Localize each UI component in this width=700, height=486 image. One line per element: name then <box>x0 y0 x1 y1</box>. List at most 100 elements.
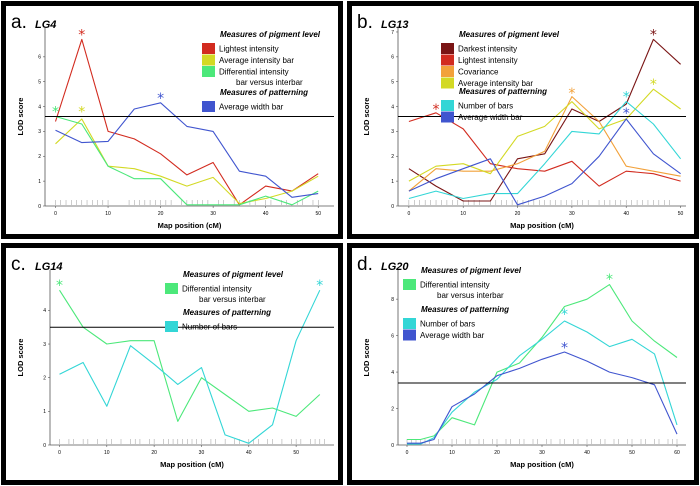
y-tick-label: 4 <box>391 370 394 376</box>
panel-frame <box>347 243 699 485</box>
panel-label: b. <box>357 12 373 33</box>
panel-title: LG4 <box>35 19 56 31</box>
x-tick-label: 40 <box>584 450 590 456</box>
y-tick-label: 1 <box>43 409 46 415</box>
x-tick-label: 30 <box>210 211 216 217</box>
legend-label: Darkest intensity <box>458 45 517 54</box>
y-axis-label: LOD score <box>16 98 25 136</box>
y-tick-label: 0 <box>391 204 394 210</box>
significance-star: * <box>650 27 657 43</box>
legend-heading: Measures of pigment level <box>220 30 321 39</box>
series-line <box>408 112 681 187</box>
legend-label: Lightest intensity <box>219 45 279 54</box>
legend-swatch <box>403 329 416 341</box>
significance-star: * <box>316 278 323 294</box>
x-axis-label: Map position (cM) <box>160 460 224 469</box>
y-tick-label: 6 <box>391 55 394 61</box>
y-axis-label: LOD score <box>362 98 371 136</box>
x-tick-label: 20 <box>158 211 164 217</box>
significance-star: * <box>561 340 568 356</box>
legend-label: Number of bars <box>458 102 513 111</box>
x-tick-label: 50 <box>293 450 299 456</box>
legend: Measures of pigment level Darkest intensi… <box>441 30 560 123</box>
series-line <box>408 101 682 200</box>
panel-label: a. <box>11 12 27 33</box>
significance-star: * <box>650 77 657 93</box>
y-tick-label: 3 <box>391 129 394 135</box>
y-axis-label: LOD score <box>362 339 371 377</box>
legend-label: Covariance <box>458 68 499 77</box>
x-tick-label: 50 <box>629 450 635 456</box>
x-axis-label: Map position (cM) <box>510 460 574 469</box>
legend-label: bar versus interbar <box>199 295 266 304</box>
legend-swatch <box>441 43 454 54</box>
legend-heading: Measures of patterning <box>459 87 547 96</box>
legend-label: Differential intensity <box>420 281 490 290</box>
x-tick-label: 40 <box>623 211 629 217</box>
significance-star: * <box>78 27 85 43</box>
legend-swatch <box>441 111 454 123</box>
legend-label: Number of bars <box>182 323 237 332</box>
legend-label: Differential intensity <box>182 285 252 294</box>
x-tick-label: 0 <box>54 211 57 217</box>
y-tick-label: 5 <box>391 79 394 85</box>
y-tick-label: 0 <box>38 204 41 210</box>
x-tick-label: 10 <box>104 450 110 456</box>
legend-swatch <box>441 54 454 66</box>
x-tick-label: 10 <box>105 211 111 217</box>
legend-heading: Measures of pigment level <box>421 266 522 275</box>
legend-label: Average width bar <box>219 103 284 112</box>
legend-label: bar versus interbar <box>236 78 303 87</box>
y-tick-label: 0 <box>391 443 394 449</box>
x-tick-label: 10 <box>449 450 455 456</box>
legend-swatch <box>441 100 454 111</box>
legend-heading: Measures of patterning <box>421 305 509 314</box>
y-tick-label: 2 <box>43 375 46 381</box>
panel-title: LG14 <box>35 261 63 273</box>
legend-label: Average intensity bar <box>458 79 533 88</box>
x-tick-label: 30 <box>539 450 545 456</box>
significance-star: * <box>157 91 164 107</box>
legend-label: Average width bar <box>458 113 523 122</box>
y-axis-label: LOD score <box>16 339 25 377</box>
y-tick-label: 6 <box>38 55 41 61</box>
legend-label: Average intensity bar <box>219 56 294 65</box>
x-tick-label: 0 <box>406 450 409 456</box>
legend-swatch <box>403 279 416 290</box>
x-axis-label: Map position (cM) <box>510 221 574 230</box>
y-tick-label: 8 <box>391 297 394 303</box>
significance-star: * <box>56 278 63 294</box>
legend-swatch <box>202 54 215 66</box>
series-line <box>54 38 319 206</box>
legend-swatch <box>202 66 215 77</box>
significance-star: * <box>561 307 568 323</box>
chart-panel-4: d. LG20 0 2 4 6 8 0 10 20 30 40 50 60 Map position (cM… <box>347 243 699 485</box>
significance-star: * <box>78 105 85 121</box>
significance-star: * <box>623 90 630 106</box>
panel-title: LG20 <box>381 261 409 273</box>
y-tick-label: 1 <box>38 179 41 185</box>
series-line <box>59 289 321 444</box>
series-line <box>407 351 678 444</box>
legend-swatch <box>202 43 215 54</box>
legend-label: bar versus interbar <box>437 291 504 300</box>
panel-title: LG13 <box>381 19 409 31</box>
x-tick-label: 0 <box>58 450 61 456</box>
chart-panel-1: a. LG4 0 1 2 3 4 5 6 0 10 20 30 40 50 Map position (cM)… <box>1 1 343 239</box>
y-tick-label: 2 <box>38 154 41 160</box>
x-tick-label: 30 <box>569 211 575 217</box>
chart-panel-2: b. LG13 0 1 2 3 4 5 6 7 0 10 20 30 40 50 Map position (c… <box>347 1 699 239</box>
legend-label: Lightest intensity <box>458 56 518 65</box>
significance-star: * <box>606 272 613 288</box>
legend: Measures of pigment level Differential in… <box>165 270 284 332</box>
y-tick-label: 2 <box>391 406 394 412</box>
y-tick-label: 4 <box>391 104 394 110</box>
y-tick-label: 2 <box>391 154 394 160</box>
legend-label: Average width bar <box>420 331 485 340</box>
x-tick-label: 20 <box>494 450 500 456</box>
series-line <box>408 118 681 206</box>
y-tick-label: 7 <box>391 30 394 36</box>
y-tick-label: 4 <box>43 308 46 314</box>
x-tick-label: 30 <box>199 450 205 456</box>
